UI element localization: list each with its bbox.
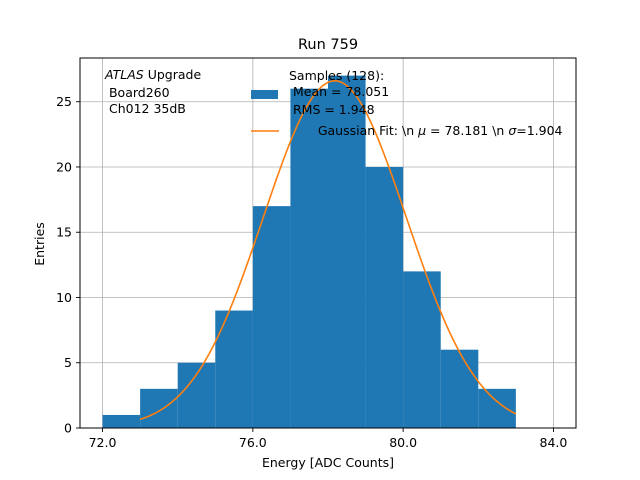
fit-label-part2: = 78.181 \n [426,123,508,138]
bar-82-83 [478,388,516,428]
y-tick-label-3: 15 [56,225,72,240]
x-tick-label-0: 72.0 [89,435,117,450]
x-tick-label-1: 76.0 [239,435,267,450]
channel-label: Ch012 35dB [105,101,186,116]
bar-75-76 [215,310,253,428]
bar-80-81 [403,271,441,428]
legend-hist-swatch [251,90,278,99]
bar-81-82 [440,349,479,428]
fit-layer [139,80,517,421]
plot-frame [79,57,577,429]
bar-73-74 [140,388,178,428]
legend-hist-label-line2: Mean = 78.051 [289,84,389,99]
bar-76-77 [252,206,291,428]
board-label: Board260 [105,85,170,100]
fit-label-part1: Gaussian Fit: \n [318,123,418,138]
bar-78-79 [328,75,366,428]
fit-label-part3: =1.904 [516,123,562,138]
bar-77-78 [290,88,328,428]
y-tick-label-2: 10 [56,290,72,305]
svg-text:ATLAS Upgrade: ATLAS Upgrade [104,67,201,82]
bar-79-80 [365,166,404,429]
bar-74-75 [177,362,216,428]
upgrade-label: Upgrade [144,67,202,82]
legend-fit-label: Gaussian Fit: \n μ = 78.181 \n σ=1.904 [290,123,582,138]
histogram-bars [102,75,516,429]
axis-ticks: 72.0 76.0 80.0 84.0 0 5 10 15 20 25 [56,94,567,450]
x-axis-label: Energy [ADC Counts] [262,455,394,470]
x-tick-label-2: 80.0 [389,435,417,450]
atlas-annotation: ATLAS Upgrade Board260 Ch012 35dB [104,67,201,116]
fit-label-sigma: σ [508,123,517,138]
chart-title: Run 759 [298,37,358,53]
fit-label-mu: μ [417,123,426,138]
atlas-label: ATLAS [104,67,144,82]
x-tick-label-3: 84.0 [540,435,568,450]
y-tick-label-4: 20 [56,159,72,174]
y-tick-label-5: 25 [56,94,72,109]
legend: Samples (128): Mean = 78.051 RMS = 1.948… [251,68,582,138]
bar-72-73 [102,414,141,428]
gaussian-fit-curve [139,80,517,421]
y-axis-label: Entries [32,222,47,266]
y-tick-label-1: 5 [64,355,72,370]
legend-hist-label-line1: Samples (128): [289,68,384,83]
legend-hist-label-line3: RMS = 1.948 [289,102,375,117]
y-tick-label-0: 0 [64,421,72,436]
